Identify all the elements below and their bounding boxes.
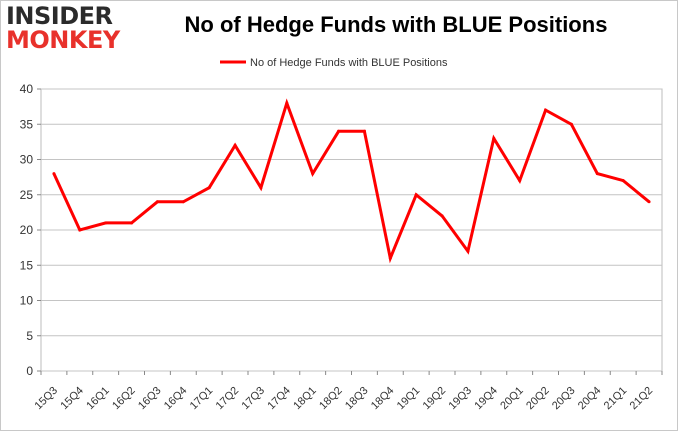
data-point [78, 228, 82, 232]
x-tick-label: 15Q3 [33, 385, 61, 413]
x-tick-label: 19Q3 [447, 385, 475, 413]
data-point [544, 108, 548, 112]
data-point [362, 129, 366, 133]
data-point [414, 193, 418, 197]
x-tick-label: 19Q4 [472, 385, 500, 413]
data-point [569, 122, 573, 126]
y-tick-label: 40 [20, 82, 34, 96]
x-tick-label: 20Q2 [524, 385, 552, 413]
data-point [595, 172, 599, 176]
x-tick-label: 16Q4 [162, 385, 190, 413]
x-tick-label: 17Q4 [265, 385, 293, 413]
data-point [233, 143, 237, 147]
x-tick-label: 21Q1 [602, 385, 630, 413]
logo-line-1: INSIDER [6, 2, 113, 30]
data-point [104, 221, 108, 225]
x-tick-label: 21Q2 [628, 385, 656, 413]
data-point [259, 186, 263, 190]
insider-monkey-logo: INSIDER MONKEY [6, 4, 128, 54]
data-point [621, 179, 625, 183]
y-tick-label: 35 [20, 117, 34, 131]
x-tick-label: 18Q4 [369, 385, 397, 413]
data-point [337, 129, 341, 133]
x-tick-label: 18Q2 [317, 385, 345, 413]
y-tick-label: 15 [20, 258, 34, 272]
x-tick-label: 19Q2 [421, 385, 449, 413]
x-tick-label: 18Q1 [291, 385, 319, 413]
y-tick-label: 30 [20, 153, 34, 167]
x-tick-label: 17Q3 [240, 385, 268, 413]
data-point [207, 186, 211, 190]
logo-line-2: MONKEY [6, 26, 120, 54]
data-point [130, 221, 134, 225]
data-point [285, 101, 289, 105]
x-tick-label: 17Q2 [214, 385, 242, 413]
y-tick-label: 5 [26, 329, 33, 343]
y-tick-label: 20 [20, 223, 34, 237]
data-point [388, 256, 392, 260]
x-tick-label: 16Q2 [110, 385, 138, 413]
data-point [440, 214, 444, 218]
data-point [181, 200, 185, 204]
legend-label: No of Hedge Funds with BLUE Positions [250, 57, 448, 69]
series-line [52, 98, 651, 264]
y-tick-label: 10 [20, 294, 34, 308]
data-point [647, 200, 651, 204]
x-tick-label: 15Q4 [58, 385, 86, 413]
x-tick-label: 20Q1 [498, 385, 526, 413]
x-tick-label: 16Q3 [136, 385, 164, 413]
data-point [155, 200, 159, 204]
data-point [311, 172, 315, 176]
x-tick-label: 16Q1 [84, 385, 112, 413]
x-tick-label: 20Q3 [550, 385, 578, 413]
x-tick-label: 19Q1 [395, 385, 423, 413]
x-tick-label: 17Q1 [188, 385, 216, 413]
x-tick-label: 20Q4 [576, 385, 604, 413]
data-point [492, 136, 496, 140]
data-point [466, 249, 470, 253]
data-point [518, 179, 522, 183]
chart-title: No of Hedge Funds with BLUE Positions [184, 12, 608, 37]
y-tick-label: 25 [20, 188, 34, 202]
data-point [52, 172, 56, 176]
x-tick-label: 18Q3 [343, 385, 371, 413]
y-tick-label: 0 [26, 364, 33, 378]
